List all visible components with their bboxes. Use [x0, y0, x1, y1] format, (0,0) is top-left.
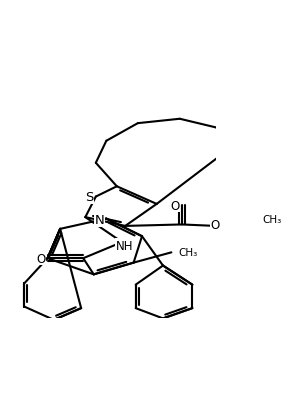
Text: NH: NH — [116, 239, 133, 252]
Text: CH₃: CH₃ — [178, 247, 197, 257]
Text: O: O — [36, 252, 46, 265]
Text: CH₃: CH₃ — [262, 214, 281, 224]
Text: S: S — [85, 191, 93, 204]
Text: O: O — [170, 199, 179, 212]
Text: N: N — [95, 214, 105, 227]
Text: O: O — [211, 218, 220, 231]
